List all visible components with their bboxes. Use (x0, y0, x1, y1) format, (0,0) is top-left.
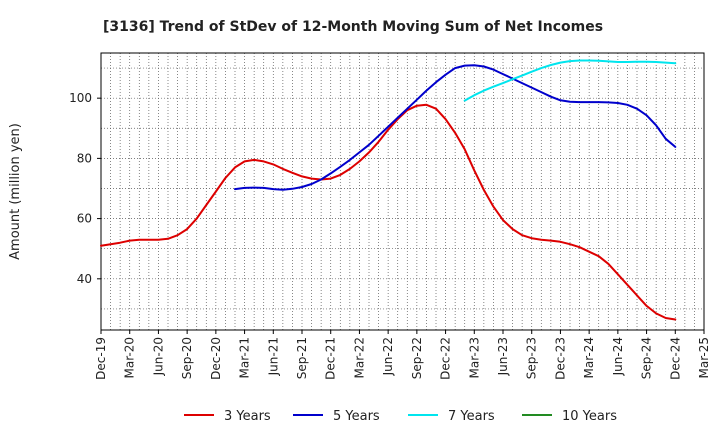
x-tick-label: Dec-22 (439, 337, 453, 380)
series-line-5-years (234, 64, 677, 191)
x-tick-label: Jun-20 (151, 337, 165, 376)
x-tick-label: Jun-23 (496, 337, 510, 376)
legend-label: 10 Years (562, 409, 617, 424)
x-tick-label: Sep-20 (180, 337, 194, 379)
grid (101, 53, 704, 330)
series-line-3-years (100, 103, 677, 321)
x-tick-label: Dec-24 (668, 337, 682, 380)
chart-title: [3136] Trend of StDev of 12-Month Moving… (103, 19, 603, 35)
x-tick-label: Dec-23 (553, 337, 567, 380)
legend-label: 3 Years (224, 409, 271, 424)
x-tick-label: Mar-25 (697, 337, 711, 378)
x-tick-label: Jun-22 (381, 337, 395, 376)
x-tick-label: Jun-21 (266, 337, 280, 376)
series-line-7-years (463, 59, 677, 102)
x-tick-label: Dec-21 (324, 337, 338, 380)
y-tick-label: 60 (77, 212, 92, 226)
y-axis-ticks: 40 60 80 100 (69, 91, 101, 286)
x-tick-label: Dec-19 (94, 337, 108, 380)
x-tick-label: Mar-21 (238, 337, 252, 378)
x-tick-label: Jun-24 (611, 337, 625, 376)
x-tick-label: Sep-21 (295, 337, 309, 379)
legend-label: 5 Years (333, 409, 380, 424)
x-tick-label: Dec-20 (209, 337, 223, 380)
y-tick-label: 100 (69, 91, 92, 105)
series-lines (100, 59, 677, 321)
legend: 3 Years 5 Years 7 Years 10 Years (184, 409, 617, 424)
x-tick-label: Mar-20 (123, 337, 137, 378)
x-tick-label: Sep-24 (640, 337, 654, 379)
x-tick-label: Sep-23 (525, 337, 539, 379)
plot-frame (100, 52, 705, 331)
x-axis-ticks: Dec-19 Mar-20 Jun-20 Sep-20 Dec-20 Mar-21 Jun-… (94, 330, 711, 380)
x-tick-label: Sep-22 (410, 337, 424, 379)
y-tick-label: 80 (77, 151, 92, 165)
x-tick-label: Mar-24 (582, 337, 596, 378)
y-axis-label: Amount (million yen) (8, 123, 23, 260)
legend-label: 7 Years (448, 409, 495, 424)
y-tick-label: 40 (77, 272, 92, 286)
x-tick-label: Mar-22 (352, 337, 366, 378)
x-tick-label: Mar-23 (467, 337, 481, 378)
